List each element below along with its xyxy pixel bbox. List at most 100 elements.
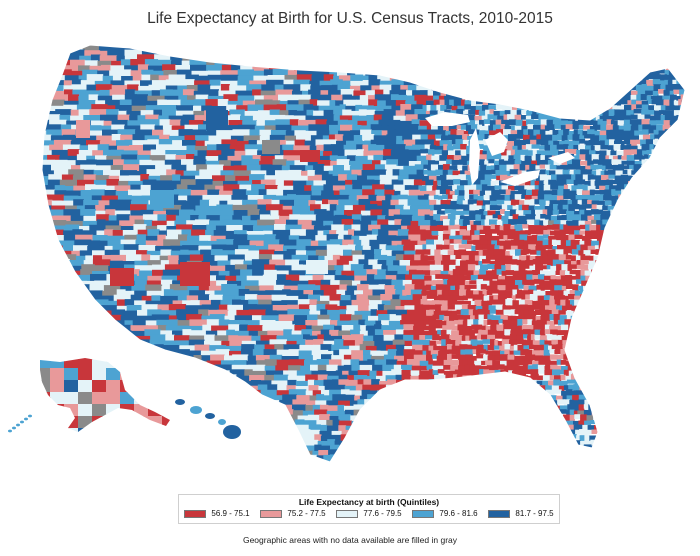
- census-tract: [548, 75, 555, 80]
- census-tract: [426, 309, 435, 318]
- census-tract: [567, 85, 573, 93]
- census-tract: [609, 250, 614, 259]
- census-tract: [591, 200, 599, 207]
- census-tract: [476, 134, 482, 142]
- census-tract: [674, 149, 682, 155]
- census-tract: [498, 50, 504, 55]
- census-tract: [651, 164, 659, 170]
- census-tract: [199, 169, 211, 181]
- census-tract: [689, 215, 695, 222]
- census-tract: [629, 250, 639, 257]
- census-tract: [560, 120, 568, 126]
- census-tract: [668, 229, 675, 238]
- census-tract: [590, 94, 599, 100]
- census-tract: [424, 144, 431, 149]
- census-tract: [446, 174, 452, 180]
- census-tract: [570, 299, 575, 308]
- census-tract: [638, 294, 644, 301]
- census-tract: [678, 45, 685, 48]
- census-tract: [683, 65, 685, 71]
- census-tract: [420, 234, 428, 241]
- census-tract: [505, 299, 513, 306]
- census-tract: [89, 329, 100, 342]
- census-tract: [466, 145, 472, 154]
- census-tract: [476, 225, 484, 232]
- census-tract: [120, 59, 131, 70]
- census-tract: [519, 234, 528, 242]
- census-tract: [528, 225, 534, 232]
- census-tract: [604, 239, 609, 246]
- census-tract: [623, 165, 630, 170]
- census-tract: [574, 329, 582, 337]
- census-tract: [449, 315, 456, 324]
- census-tract: [124, 94, 137, 104]
- census-tract: [256, 50, 267, 63]
- census-tract: [519, 200, 525, 207]
- census-tract: [671, 265, 679, 274]
- census-tract: [669, 99, 675, 108]
- census-tract: [647, 250, 653, 257]
- census-tract: [229, 45, 245, 58]
- census-tract: [484, 219, 490, 228]
- census-tract: [42, 164, 52, 176]
- census-tract: [472, 49, 481, 56]
- census-tract: [399, 120, 413, 129]
- census-tract: [333, 220, 343, 227]
- census-tract: [456, 55, 465, 61]
- census-tract: [310, 240, 319, 251]
- census-tract: [550, 265, 557, 274]
- census-tract: [384, 205, 396, 212]
- census-tract: [563, 129, 570, 136]
- census-tract: [645, 139, 654, 148]
- census-tract: [623, 139, 631, 145]
- census-tract: [481, 70, 489, 75]
- census-tract: [669, 175, 676, 184]
- census-tract: [529, 164, 536, 172]
- census-tract: [491, 299, 499, 305]
- census-tract: [383, 235, 397, 247]
- census-tract: [472, 55, 481, 61]
- census-tract: [572, 124, 580, 129]
- census-tract: [607, 60, 613, 68]
- census-tract: [663, 150, 668, 155]
- census-tract: [609, 255, 615, 261]
- census-tract: [495, 119, 502, 128]
- census-tract: [462, 235, 467, 242]
- census-tract: [570, 64, 577, 72]
- census-tract: [565, 94, 572, 99]
- census-tract: [137, 115, 146, 124]
- census-tract: [551, 309, 559, 316]
- census-tract: [634, 215, 643, 223]
- census-tract: [146, 345, 155, 363]
- census-tract: [572, 279, 577, 285]
- census-tract: [667, 45, 673, 51]
- census-tract: [60, 310, 72, 320]
- census-tract: [452, 144, 461, 150]
- census-tract: [341, 45, 355, 49]
- census-tract: [426, 124, 432, 131]
- census-tract: [570, 195, 577, 203]
- census-tract: [345, 179, 353, 188]
- census-tract: [637, 80, 643, 88]
- census-tract: [380, 50, 389, 64]
- census-tract: [689, 310, 697, 318]
- census-tract: [487, 210, 496, 216]
- census-tract: [527, 305, 535, 313]
- census-tract: [493, 345, 500, 350]
- census-tract: [671, 224, 678, 230]
- census-tract: [366, 274, 375, 284]
- census-tract: [571, 174, 576, 183]
- census-tract: [562, 204, 569, 212]
- census-tract: [42, 329, 52, 344]
- census-tract: [572, 85, 580, 93]
- census-tract: [479, 190, 486, 197]
- census-tract: [501, 185, 509, 193]
- census-tract: [105, 344, 123, 362]
- census-tract: [499, 189, 507, 195]
- census-tract: [285, 274, 300, 287]
- census-tract: [639, 45, 648, 53]
- census-tract: [537, 49, 544, 55]
- census-tract: [437, 45, 442, 48]
- census-tract: [401, 60, 415, 73]
- census-tract: [624, 334, 631, 340]
